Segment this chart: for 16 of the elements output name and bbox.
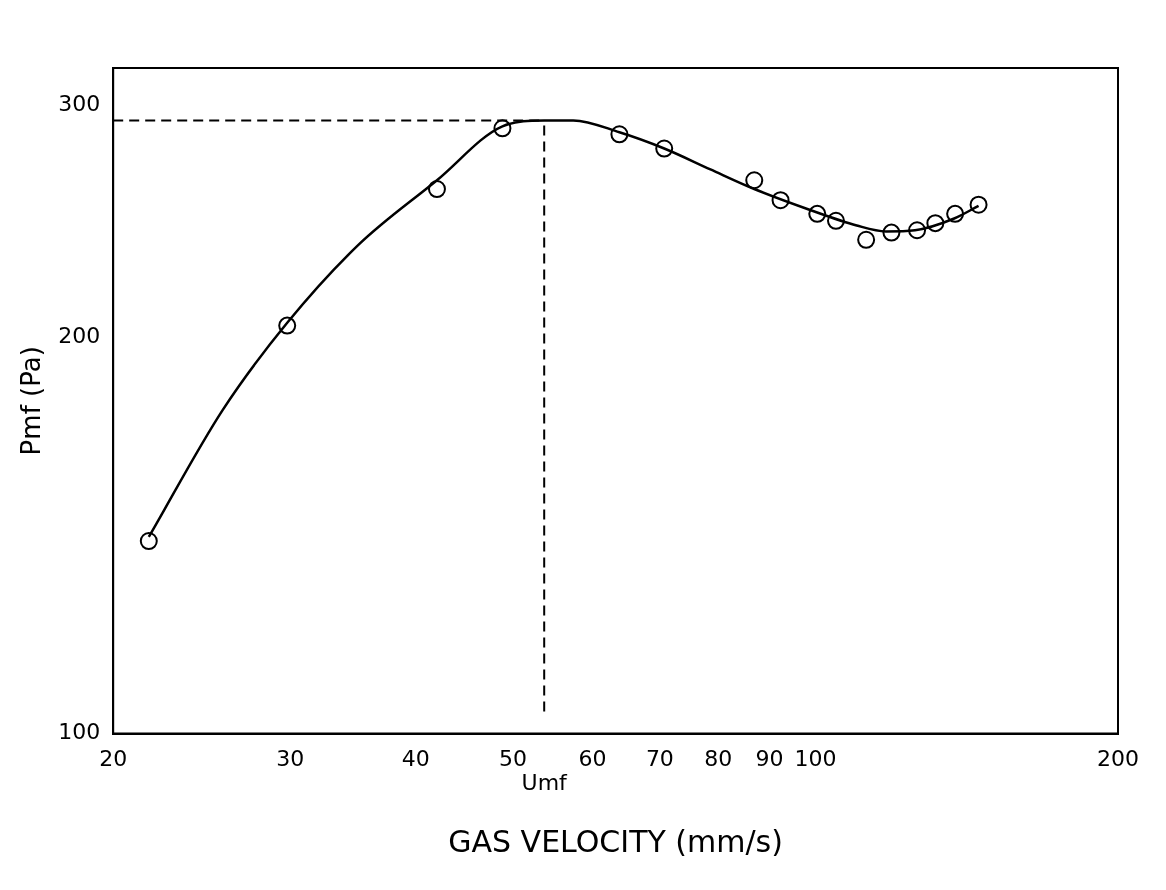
y-tick-label: 200 — [58, 322, 101, 348]
x-tick-label: 40 — [401, 745, 430, 771]
y-tick-label: 300 — [58, 90, 101, 116]
x-tick-label: 200 — [1097, 745, 1139, 771]
x-tick-label: 50 — [499, 745, 528, 771]
ref-line-label: Umf — [521, 770, 569, 796]
x-tick-label: 60 — [578, 745, 607, 771]
y-tick-label: 100 — [58, 719, 101, 745]
x-tick-label: 100 — [794, 745, 837, 771]
x-tick-label: 20 — [99, 745, 128, 771]
x-tick-label: 90 — [755, 745, 784, 771]
x-tick-label: 30 — [276, 745, 305, 771]
x-tick-label: 70 — [645, 745, 674, 771]
x-tick-label: 80 — [704, 745, 733, 771]
y-axis-title: Pmf (Pa) — [16, 346, 47, 456]
x-axis-title: GAS VELOCITY (mm/s) — [448, 823, 783, 859]
